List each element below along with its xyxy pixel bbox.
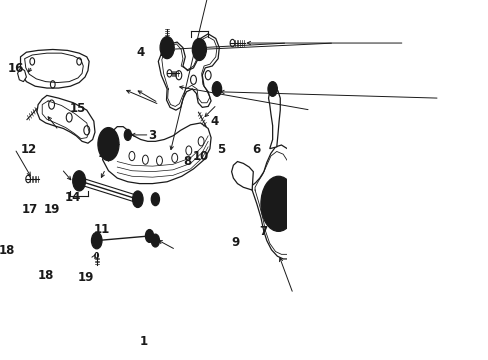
Circle shape	[394, 124, 402, 137]
Circle shape	[261, 176, 296, 231]
Text: 14: 14	[65, 192, 81, 204]
Circle shape	[267, 82, 277, 96]
Text: 3: 3	[193, 46, 202, 59]
Circle shape	[449, 224, 458, 239]
Text: 17: 17	[22, 203, 38, 216]
Text: 18: 18	[38, 269, 54, 282]
Text: 15: 15	[69, 102, 85, 115]
Polygon shape	[158, 34, 219, 110]
Text: 19: 19	[43, 203, 60, 216]
Circle shape	[438, 149, 479, 213]
Circle shape	[91, 232, 102, 249]
Text: 7: 7	[259, 225, 267, 238]
Circle shape	[98, 127, 119, 161]
Polygon shape	[252, 145, 303, 259]
Circle shape	[151, 234, 159, 247]
Circle shape	[379, 124, 387, 137]
Text: 9: 9	[230, 236, 239, 249]
Text: 13: 13	[98, 147, 114, 160]
Polygon shape	[37, 95, 95, 143]
Text: 11: 11	[94, 223, 110, 236]
Circle shape	[145, 230, 153, 242]
Text: 1: 1	[139, 335, 147, 348]
Polygon shape	[79, 177, 138, 203]
Text: 19: 19	[78, 271, 94, 284]
Text: 12: 12	[20, 144, 37, 157]
Text: 10: 10	[192, 150, 208, 163]
Text: 3: 3	[147, 129, 156, 141]
Polygon shape	[18, 68, 26, 82]
Circle shape	[151, 193, 159, 206]
Circle shape	[192, 39, 206, 60]
Text: 6: 6	[252, 144, 260, 157]
Polygon shape	[231, 162, 253, 190]
Text: 5: 5	[216, 144, 224, 157]
Circle shape	[132, 191, 143, 207]
Text: 8: 8	[183, 155, 191, 168]
Circle shape	[414, 115, 428, 137]
Text: 4: 4	[210, 115, 219, 129]
Circle shape	[73, 171, 85, 191]
Text: 2: 2	[159, 46, 167, 59]
Circle shape	[212, 82, 221, 96]
Polygon shape	[430, 123, 480, 245]
Text: 18: 18	[0, 244, 15, 257]
Circle shape	[160, 37, 174, 59]
Text: 16: 16	[8, 62, 24, 76]
Text: 4: 4	[136, 46, 144, 59]
Polygon shape	[20, 49, 89, 88]
Circle shape	[124, 129, 131, 140]
Polygon shape	[268, 89, 280, 149]
Polygon shape	[102, 123, 211, 184]
